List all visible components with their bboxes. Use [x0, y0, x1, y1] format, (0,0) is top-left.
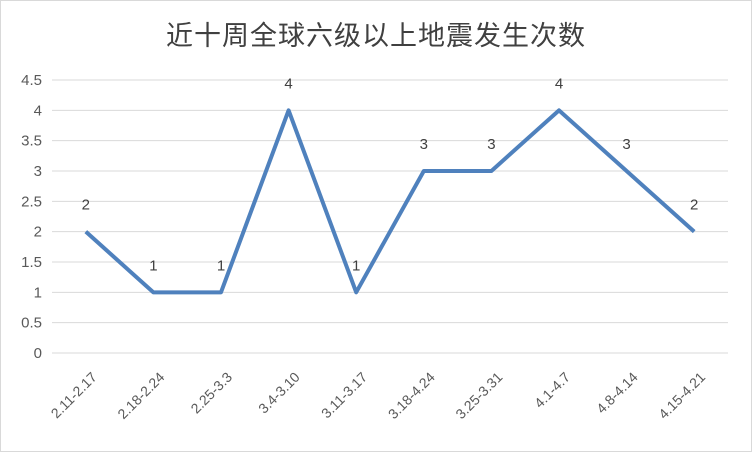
data-label: 4	[284, 75, 292, 92]
x-tick-label: 3.25-3.31	[452, 369, 505, 422]
x-tick-label: 4.1-4.7	[531, 369, 573, 411]
y-tick-label: 3	[34, 163, 42, 180]
y-tick-label: 1	[34, 284, 42, 301]
y-tick-label: 1.5	[21, 254, 42, 271]
x-tick-label: 2.18-2.24	[114, 369, 167, 422]
x-tick-label: 4.8-4.14	[593, 369, 641, 417]
data-label: 3	[487, 136, 495, 153]
x-tick-label: 2.11-2.17	[48, 369, 101, 422]
data-label: 1	[352, 257, 360, 274]
x-tick-label: 4.15-4.21	[655, 369, 708, 422]
x-tick-label: 3.11-3.17	[318, 369, 371, 422]
y-tick-label: 4.5	[21, 72, 42, 89]
y-tick-label: 2	[34, 224, 42, 241]
y-tick-label: 0	[34, 345, 42, 362]
x-tick-label: 2.25-3.3	[187, 369, 235, 417]
x-axis-ticks: 2.11-2.17 2.18-2.24 2.25-3.3 3.4-3.10 3.11-3…	[48, 369, 709, 422]
data-label: 2	[82, 197, 90, 214]
chart-title: 近十周全球六级以上地震发生次数	[166, 21, 586, 52]
data-label: 2	[690, 197, 698, 214]
data-label: 3	[622, 136, 630, 153]
data-label: 1	[217, 257, 225, 274]
data-label: 3	[420, 136, 428, 153]
data-labels: 2 1 1 4 1 3 3 4 3 2	[82, 75, 699, 274]
y-tick-label: 0.5	[21, 315, 42, 332]
gridlines	[52, 79, 728, 354]
y-tick-label: 3.5	[21, 133, 42, 150]
series-line	[84, 108, 696, 295]
y-axis-ticks: 0 0.5 1 1.5 2 2.5 3 3.5 4 4.5	[21, 72, 42, 362]
y-tick-label: 2.5	[21, 193, 42, 210]
y-tick-label: 4	[34, 102, 42, 119]
x-tick-label: 3.18-4.24	[385, 369, 438, 422]
data-label: 1	[149, 257, 157, 274]
x-tick-label: 3.4-3.10	[255, 369, 303, 417]
data-label: 4	[555, 75, 563, 92]
